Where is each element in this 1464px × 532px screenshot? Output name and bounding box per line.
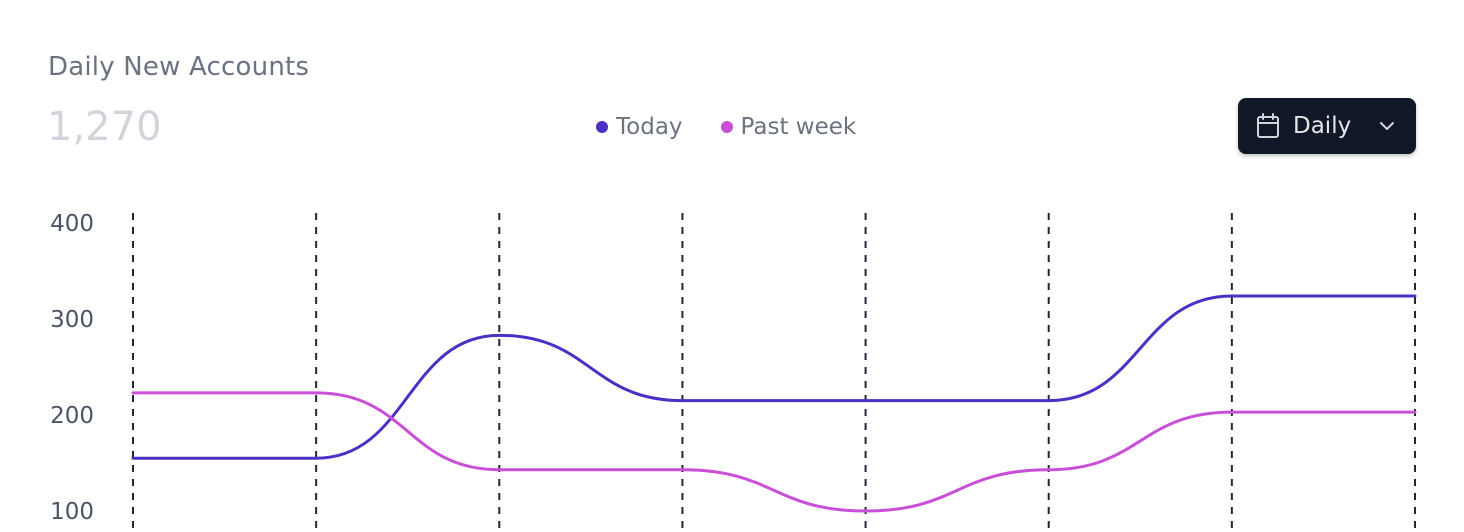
chevron-down-icon <box>1380 122 1394 130</box>
chart-legend: Today Past week <box>596 114 856 140</box>
legend-item-today[interactable]: Today <box>596 114 683 140</box>
calendar-icon <box>1257 113 1279 138</box>
y-tick-label: 400 <box>50 211 94 237</box>
chart-grid <box>132 213 1416 532</box>
y-tick-label: 300 <box>50 307 94 333</box>
legend-item-past-week[interactable]: Past week <box>720 114 857 140</box>
series-line-past-week <box>131 391 1417 513</box>
y-axis-ticks: 100 200 300 400 <box>50 211 94 525</box>
legend-label-past-week: Past week <box>740 114 857 140</box>
metric-value: 1,270 <box>47 104 162 150</box>
chart-title: Daily New Accounts <box>48 52 310 82</box>
legend-dot-today <box>596 121 608 133</box>
y-tick-label: 200 <box>50 403 94 429</box>
legend-label-today: Today <box>616 114 683 140</box>
legend-dot-past-week <box>720 121 733 133</box>
period-dropdown[interactable]: Daily <box>1238 98 1416 154</box>
chart-series <box>131 294 1417 513</box>
period-dropdown-label: Daily <box>1293 113 1352 139</box>
series-line-today <box>131 294 1417 460</box>
y-tick-label: 100 <box>50 499 94 525</box>
